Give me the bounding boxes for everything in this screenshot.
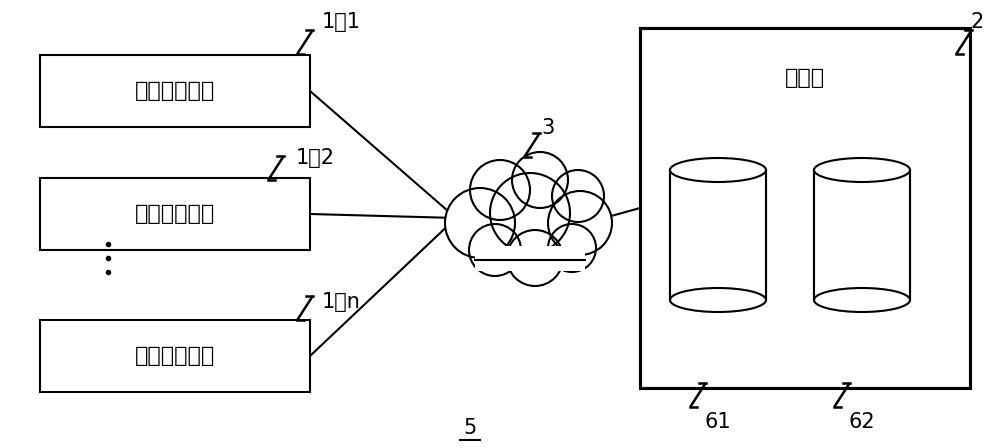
Circle shape	[469, 224, 521, 276]
Bar	[470, 208, 590, 258]
Text: 自動交易裝置: 自動交易裝置	[135, 81, 215, 101]
Bar	[670, 170, 766, 300]
Circle shape	[548, 224, 596, 272]
Circle shape	[552, 170, 604, 222]
Circle shape	[490, 173, 570, 253]
Bar	[814, 170, 910, 300]
Circle shape	[507, 230, 563, 286]
Text: 自動交易裝置: 自動交易裝置	[135, 204, 215, 224]
Circle shape	[548, 191, 612, 255]
Circle shape	[470, 160, 530, 220]
Text: 3: 3	[541, 118, 555, 138]
Ellipse shape	[670, 158, 766, 182]
Bar	[40, 320, 310, 392]
Bar	[640, 28, 970, 388]
Text: 自動交易裝置: 自動交易裝置	[135, 346, 215, 366]
Text: 2: 2	[971, 12, 984, 32]
Ellipse shape	[814, 288, 910, 312]
Text: 5: 5	[463, 418, 477, 438]
Text: 服務器: 服務器	[785, 68, 825, 88]
Text: 1－n: 1－n	[322, 292, 361, 312]
Ellipse shape	[670, 288, 766, 312]
Text: 1－1: 1－1	[322, 12, 361, 32]
Bar	[475, 246, 585, 271]
Circle shape	[445, 188, 515, 258]
Circle shape	[512, 152, 568, 208]
Bar	[40, 55, 310, 127]
Text: 1－2: 1－2	[296, 148, 335, 168]
Bar	[40, 178, 310, 250]
Text: 62: 62	[849, 412, 875, 432]
Text: 61: 61	[705, 412, 731, 432]
Ellipse shape	[814, 158, 910, 182]
